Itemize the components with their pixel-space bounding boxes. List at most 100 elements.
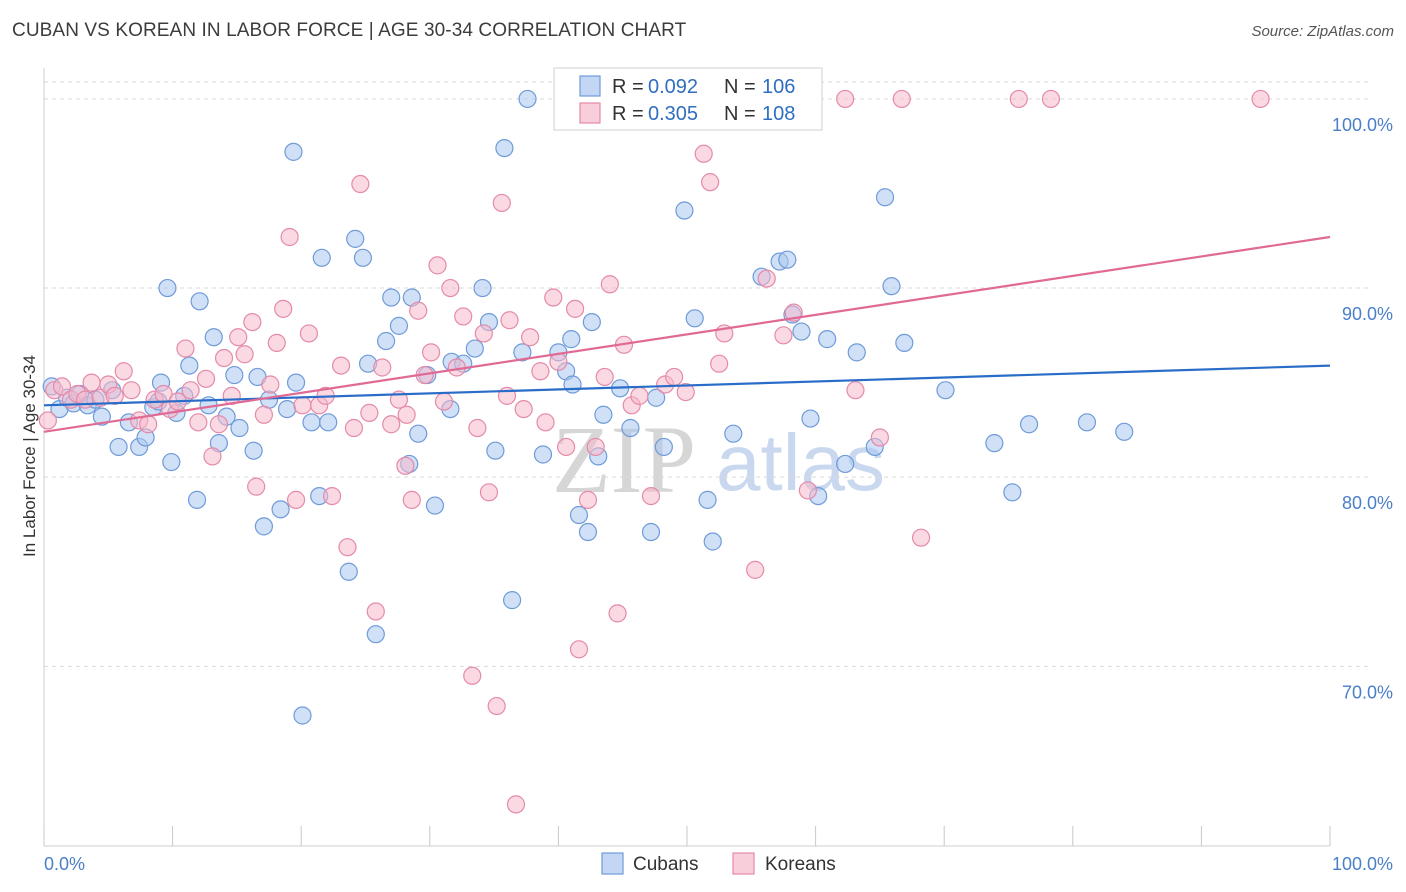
y-axis-label: In Labor Force | Age 30-34	[20, 355, 39, 557]
legend-label-cubans: Cubans	[633, 854, 699, 875]
cuban-point	[486, 441, 505, 460]
cuban-point	[425, 496, 445, 515]
x-tick-label-max: 100.0%	[1332, 854, 1393, 874]
korean-point	[474, 324, 493, 343]
korean-point	[566, 299, 585, 318]
cuban-point	[284, 142, 303, 161]
stats-legend: R = 0.092 N = 106 R = 0.305 N = 108	[553, 67, 823, 131]
cuban-point	[293, 706, 312, 725]
cuban-point	[621, 418, 640, 438]
cuban-point	[503, 591, 522, 610]
korean-point	[487, 696, 506, 716]
korean-point	[630, 386, 649, 405]
korean-point	[586, 437, 605, 457]
korean-point	[396, 456, 415, 475]
korean-point	[409, 301, 428, 320]
y-tick-labels: 70.0% 80.0% 90.0% 100.0%	[1332, 115, 1393, 702]
korean-point	[544, 288, 563, 307]
korean-point	[441, 278, 460, 298]
korean-point	[52, 377, 72, 396]
korean-point	[665, 367, 684, 387]
source-label: Source: ZipAtlas.com	[1251, 23, 1394, 40]
cuban-point	[818, 330, 837, 349]
korean-point	[229, 328, 248, 347]
korean-point	[360, 403, 379, 422]
cuban-point	[936, 381, 955, 400]
korean-point	[76, 390, 95, 409]
y-tick-label: 80.0%	[1342, 493, 1393, 513]
cuban-point	[382, 288, 401, 307]
korean-point	[479, 483, 499, 502]
korean-point	[911, 528, 931, 547]
korean-point	[274, 299, 293, 318]
korean-point	[710, 354, 729, 373]
cuban-point	[1077, 413, 1097, 432]
korean-point	[870, 428, 890, 447]
cuban-point	[801, 409, 820, 428]
korean-point	[38, 411, 57, 430]
korean-point	[351, 174, 370, 194]
korean-point	[105, 386, 124, 405]
korean-point	[214, 348, 234, 368]
cuban-point	[1019, 415, 1039, 434]
korean-point	[454, 307, 473, 326]
cuban-point	[109, 437, 128, 457]
korean-point	[122, 381, 141, 400]
legend-r-value-koreans: 0.305	[648, 103, 698, 125]
cuban-point	[190, 292, 209, 311]
cuban-point	[244, 441, 263, 460]
korean-point	[531, 362, 550, 381]
korean-point	[774, 326, 793, 345]
korean-point	[402, 490, 421, 509]
cuban-point	[366, 625, 385, 644]
trend-line-koreans	[43, 235, 1331, 433]
cuban-point	[225, 365, 244, 385]
legend-marker-cubans	[601, 852, 624, 875]
cuban-point	[698, 490, 717, 509]
cuban-point	[353, 248, 373, 267]
korean-point	[181, 381, 200, 400]
korean-point	[757, 269, 776, 288]
cuban-point	[1003, 483, 1022, 502]
cuban-point	[594, 405, 613, 424]
cuban-point	[230, 418, 249, 438]
legend-r-value-cubans: 0.092	[648, 76, 698, 98]
korean-point	[608, 604, 627, 623]
cuban-point	[569, 505, 589, 525]
series-cubans	[42, 89, 1134, 725]
grid-lines	[44, 81, 1370, 667]
cuban-point	[473, 278, 492, 298]
korean-point	[203, 447, 222, 466]
legend-r-label-koreans: R =	[612, 103, 644, 125]
korean-point	[521, 328, 540, 347]
cuban-point	[162, 452, 181, 472]
cuban-point	[724, 424, 743, 443]
korean-point	[366, 602, 385, 621]
cuban-point	[319, 413, 338, 432]
x-ticks	[43, 826, 1331, 846]
korean-point	[189, 413, 208, 432]
cuban-point	[1115, 422, 1134, 441]
legend-swatch-cubans	[579, 75, 601, 97]
cuban-point	[339, 562, 358, 581]
korean-point	[382, 415, 401, 434]
korean-point	[798, 481, 817, 500]
legend-n-value-cubans: 106	[762, 76, 795, 98]
korean-point	[397, 405, 416, 424]
cuban-point	[271, 500, 290, 519]
korean-point	[468, 418, 487, 438]
korean-point	[846, 381, 865, 400]
korean-point	[1041, 89, 1061, 109]
trend-lines	[43, 235, 1331, 433]
korean-point	[299, 324, 319, 343]
korean-point	[344, 418, 364, 438]
korean-point	[235, 345, 254, 364]
cuban-point	[836, 454, 855, 474]
korean-point	[578, 490, 598, 509]
cuban-point	[254, 517, 274, 536]
korean-point	[746, 560, 765, 579]
korean-point	[280, 227, 299, 247]
legend-n-label-koreans: N =	[724, 103, 756, 125]
korean-point	[254, 405, 274, 424]
korean-point	[492, 193, 511, 213]
